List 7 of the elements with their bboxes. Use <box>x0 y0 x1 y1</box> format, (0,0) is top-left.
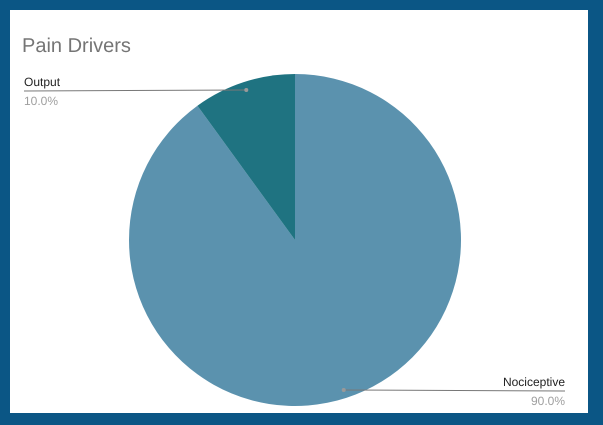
chart-title: Pain Drivers <box>22 35 131 57</box>
slice-label: Output <box>24 75 61 90</box>
data-label: 90.0% <box>530 394 566 408</box>
pie-slice <box>129 74 461 406</box>
slice-label: Nociceptive <box>502 374 566 389</box>
pie-slice <box>197 74 295 240</box>
data-label: 10.0% <box>24 94 58 108</box>
